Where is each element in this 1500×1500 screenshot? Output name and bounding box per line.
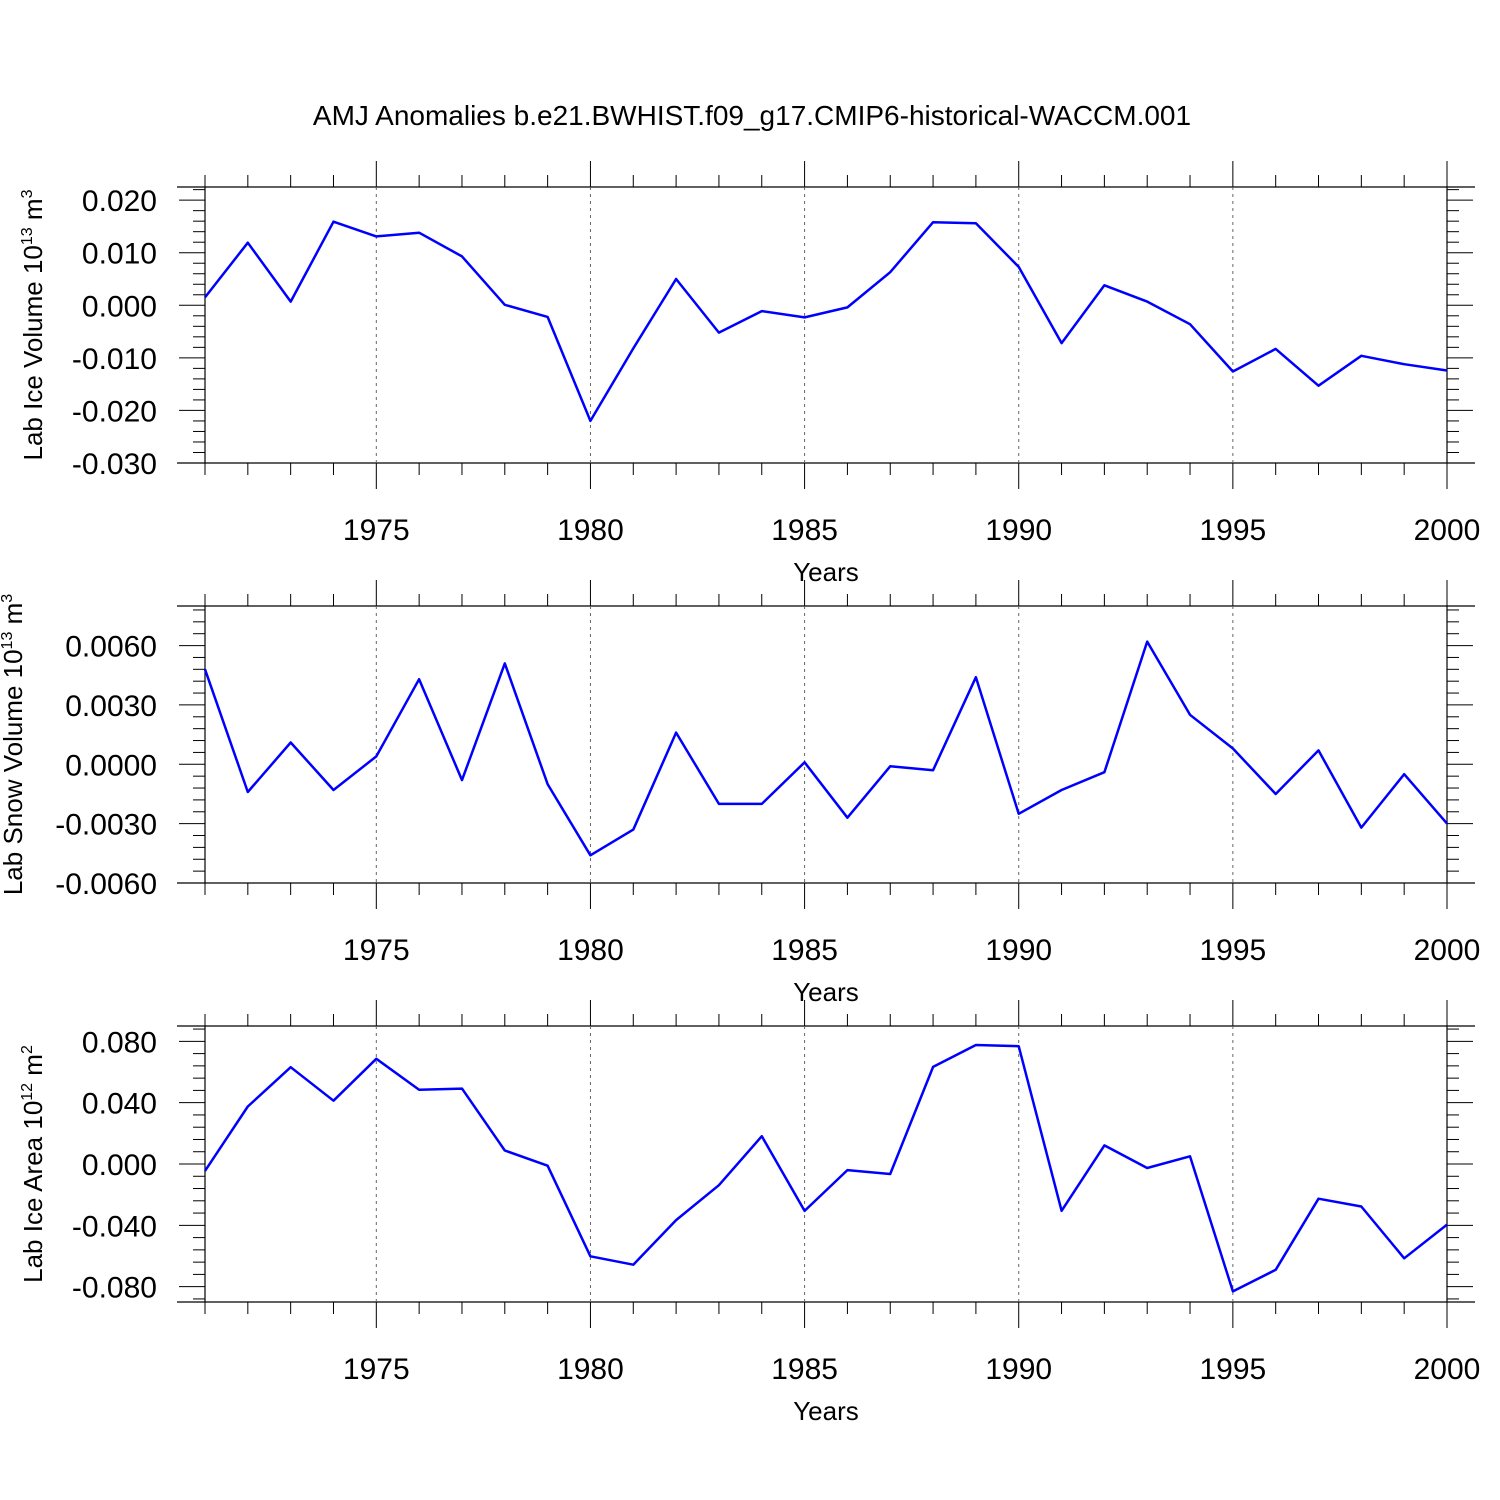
x-tick-label: 1990 xyxy=(985,1353,1052,1386)
panel-2: 1975 1980 1985 1990 1995 2000 Years 0.0060 0.003… xyxy=(0,580,1480,1007)
y-tick-label: 0.080 xyxy=(82,1026,157,1059)
x-tick-label: 1980 xyxy=(557,514,624,547)
y-tick-label: 0.000 xyxy=(82,290,157,323)
x-tick-label: 1985 xyxy=(771,514,838,547)
y-axis-title: Lab Ice Area 1012 m2 xyxy=(18,1045,48,1283)
series-line xyxy=(203,1043,1448,1293)
x-tick-label: 1975 xyxy=(343,1353,410,1386)
panels: 1975 1980 1985 1990 1995 2000 Years 0.020 0.010 0… xyxy=(0,161,1480,1426)
y-tick-label: -0.010 xyxy=(72,343,157,376)
x-tick-label: 1990 xyxy=(985,514,1052,547)
y-axis-title: Lab Ice Volume 1013 m3 xyxy=(18,189,48,460)
y-tick-label: 0.0000 xyxy=(65,749,157,782)
y-tick-label: -0.080 xyxy=(72,1272,157,1305)
y-tick-label: 0.000 xyxy=(82,1149,157,1182)
chart-title: AMJ Anomalies b.e21.BWHIST.f09_g17.CMIP6… xyxy=(313,100,1191,131)
x-tick-label: 1975 xyxy=(343,514,410,547)
y-tick-label: 0.0060 xyxy=(65,631,157,664)
y-tick-label: 0.040 xyxy=(82,1088,157,1121)
y-tick-label: -0.030 xyxy=(72,448,157,481)
series-line xyxy=(204,220,1448,423)
x-axis-title: Years xyxy=(793,557,859,587)
x-tick-label: 1975 xyxy=(343,934,410,967)
x-tick-label: 1980 xyxy=(557,934,624,967)
panel-1: 1975 1980 1985 1990 1995 2000 Years 0.020 0.010 0… xyxy=(18,161,1480,587)
x-tick-label: 2000 xyxy=(1414,934,1481,967)
y-tick-label: -0.0060 xyxy=(55,868,157,901)
x-tick-label: 1995 xyxy=(1199,1353,1266,1386)
x-tick-label: 1980 xyxy=(557,1353,624,1386)
y-tick-label: 0.0030 xyxy=(65,690,157,723)
y-tick-label: 0.010 xyxy=(82,238,157,271)
panel-3: 1975 1980 1985 1990 1995 2000 Years 0.080 0.040 0… xyxy=(18,1000,1480,1426)
series-line xyxy=(203,640,1448,857)
x-axis-title: Years xyxy=(793,1396,859,1426)
x-axis-title: Years xyxy=(793,977,859,1007)
y-tick-label: 0.020 xyxy=(82,185,157,218)
x-tick-label: 1985 xyxy=(771,1353,838,1386)
x-tick-label: 1990 xyxy=(985,934,1052,967)
x-tick-label: 2000 xyxy=(1414,1353,1481,1386)
y-axis-title: Lab Snow Volume 1013 m3 xyxy=(0,594,28,895)
y-tick-label: -0.040 xyxy=(72,1210,157,1243)
x-tick-label: 1995 xyxy=(1199,934,1266,967)
x-tick-label: 1985 xyxy=(771,934,838,967)
x-tick-label: 1995 xyxy=(1199,514,1266,547)
x-tick-label: 2000 xyxy=(1414,514,1481,547)
y-tick-label: -0.020 xyxy=(72,395,157,428)
y-tick-label: -0.0030 xyxy=(55,809,157,842)
